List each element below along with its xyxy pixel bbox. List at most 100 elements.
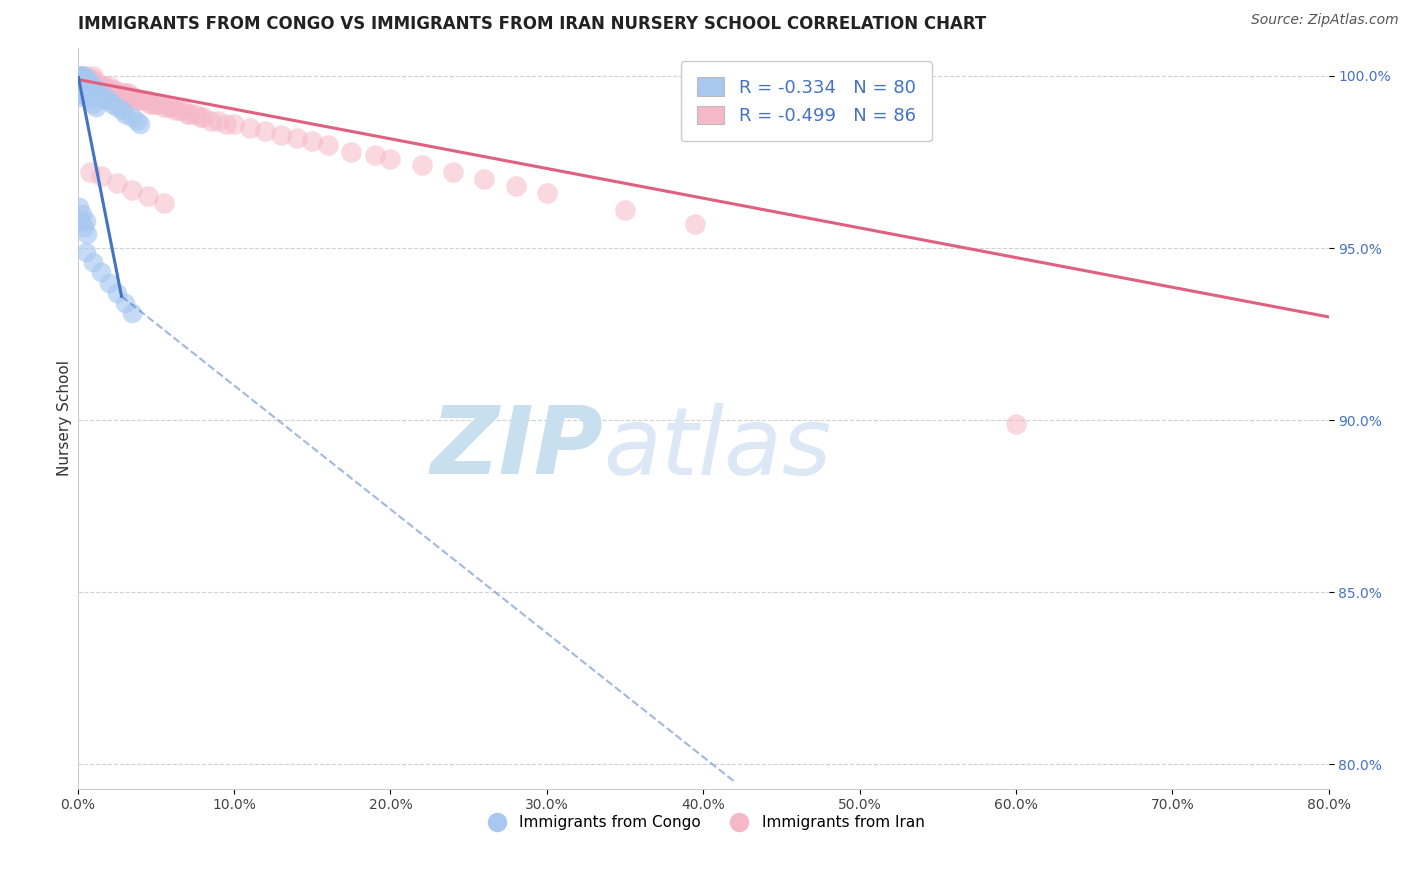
Point xyxy=(67,69,90,83)
Point xyxy=(70,69,93,83)
Point xyxy=(73,69,96,83)
Point xyxy=(72,83,94,97)
Point xyxy=(96,83,118,97)
Point xyxy=(105,176,128,190)
Y-axis label: Nursery School: Nursery School xyxy=(58,360,72,476)
Point xyxy=(254,124,277,138)
Point xyxy=(70,86,93,100)
Point xyxy=(179,107,201,121)
Point xyxy=(67,86,90,100)
Point xyxy=(117,86,139,100)
Point xyxy=(127,93,149,107)
Point xyxy=(1005,417,1028,431)
Point xyxy=(505,179,527,194)
Point xyxy=(67,72,90,87)
Point xyxy=(70,76,93,90)
Point xyxy=(152,100,174,114)
Point xyxy=(77,79,100,94)
Point xyxy=(160,100,183,114)
Point xyxy=(76,227,98,242)
Point xyxy=(614,203,637,218)
Point xyxy=(215,117,238,131)
Point xyxy=(67,79,90,94)
Point xyxy=(73,220,96,235)
Point xyxy=(122,89,145,103)
Text: Source: ZipAtlas.com: Source: ZipAtlas.com xyxy=(1251,13,1399,28)
Point xyxy=(107,86,129,100)
Point xyxy=(72,72,94,87)
Point xyxy=(121,89,143,103)
Point xyxy=(75,244,97,259)
Point xyxy=(93,79,115,94)
Point xyxy=(82,76,104,90)
Point xyxy=(67,69,90,83)
Point xyxy=(67,83,90,97)
Point xyxy=(224,117,246,131)
Point xyxy=(105,100,128,114)
Point xyxy=(72,79,94,94)
Point xyxy=(86,83,108,97)
Text: atlas: atlas xyxy=(603,402,831,493)
Point xyxy=(685,217,707,231)
Point xyxy=(72,76,94,90)
Point xyxy=(188,110,211,124)
Point xyxy=(67,69,90,83)
Point xyxy=(90,265,112,279)
Point xyxy=(67,83,90,97)
Point xyxy=(70,79,93,94)
Point xyxy=(77,76,100,90)
Point xyxy=(90,89,112,103)
Point xyxy=(76,72,98,87)
Point xyxy=(411,159,433,173)
Point xyxy=(138,96,160,111)
Point xyxy=(101,96,124,111)
Point xyxy=(76,72,98,87)
Point xyxy=(135,93,157,107)
Point xyxy=(73,76,96,90)
Point xyxy=(73,72,96,87)
Point xyxy=(70,213,93,227)
Point xyxy=(67,200,90,214)
Point xyxy=(157,100,180,114)
Point xyxy=(70,72,93,87)
Point xyxy=(75,76,97,90)
Point xyxy=(101,83,124,97)
Point xyxy=(121,183,143,197)
Point xyxy=(79,76,101,90)
Point xyxy=(114,296,136,310)
Point xyxy=(87,86,110,100)
Point xyxy=(82,83,104,97)
Point xyxy=(340,145,363,159)
Point xyxy=(80,76,103,90)
Point xyxy=(73,83,96,97)
Point xyxy=(98,93,121,107)
Point xyxy=(148,96,170,111)
Point xyxy=(191,110,214,124)
Point xyxy=(90,79,112,94)
Point xyxy=(136,189,159,203)
Point xyxy=(73,72,96,87)
Point xyxy=(75,213,97,227)
Point xyxy=(90,86,112,100)
Text: IMMIGRANTS FROM CONGO VS IMMIGRANTS FROM IRAN NURSERY SCHOOL CORRELATION CHART: IMMIGRANTS FROM CONGO VS IMMIGRANTS FROM… xyxy=(77,15,986,33)
Point xyxy=(70,72,93,87)
Point xyxy=(67,69,90,83)
Point xyxy=(110,86,132,100)
Point xyxy=(129,93,152,107)
Point xyxy=(70,83,93,97)
Point xyxy=(75,86,97,100)
Point xyxy=(120,89,142,103)
Point xyxy=(70,69,93,83)
Point xyxy=(67,86,90,100)
Point xyxy=(91,79,114,94)
Point xyxy=(129,117,152,131)
Point xyxy=(142,96,165,111)
Point xyxy=(152,196,174,211)
Point xyxy=(79,93,101,107)
Point xyxy=(121,110,143,124)
Point xyxy=(89,79,111,94)
Point xyxy=(169,103,191,118)
Point xyxy=(70,72,93,87)
Point xyxy=(79,72,101,87)
Point xyxy=(67,79,90,94)
